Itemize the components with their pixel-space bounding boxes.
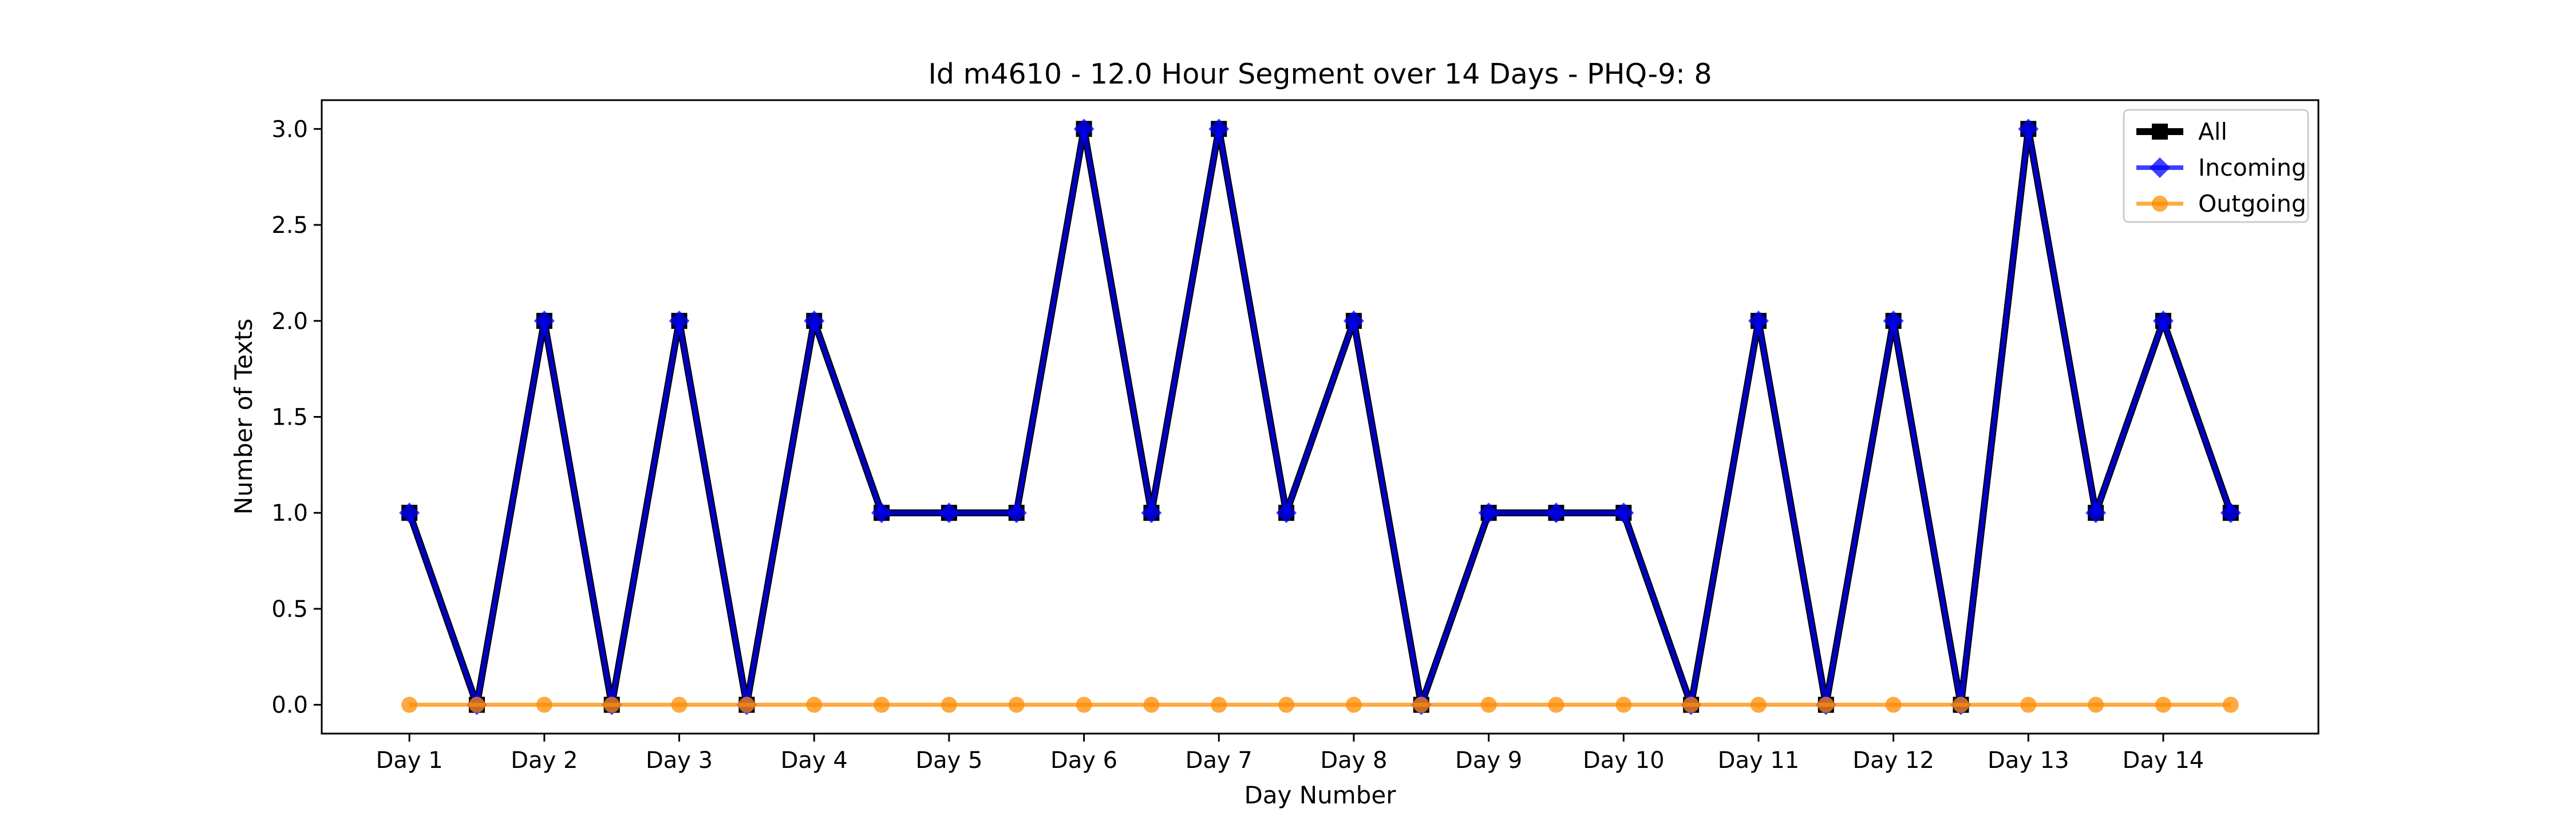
data-point-outgoing [401,696,418,713]
x-tick-label: Day 3 [646,747,713,774]
data-point-incoming [1613,502,1634,524]
data-point-outgoing [1615,696,1632,713]
data-point-outgoing [1278,696,1295,713]
legend-label: Incoming [2198,154,2306,181]
data-point-outgoing [1818,696,1834,713]
data-point-outgoing [1953,696,1969,713]
data-point-incoming [1883,310,1904,331]
data-point-outgoing [1683,696,1700,713]
data-point-outgoing [874,696,890,713]
y-tick-label: 2.0 [271,308,308,335]
legend-swatch-marker [2152,124,2168,140]
data-point-incoming [669,310,690,331]
legend: All Incoming Outgoing [2123,109,2309,223]
data-point-outgoing [469,696,485,713]
legend-item-all: All [2136,118,2227,145]
legend-swatch-marker [2152,196,2168,212]
data-point-outgoing [2088,696,2104,713]
data-point-outgoing [738,696,755,713]
data-point-outgoing [2222,696,2239,713]
data-point-outgoing [671,696,688,713]
y-tick-label: 1.0 [271,500,308,526]
data-point-incoming [871,502,892,524]
data-point-incoming [1141,502,1162,524]
data-point-incoming [1343,310,1364,331]
data-point-outgoing [2155,696,2171,713]
y-axis: 0.0 0.5 1.0 1.5 2.0 2.5 3.0 [271,116,322,719]
data-point-outgoing [603,696,620,713]
data-point-incoming [1478,502,1499,524]
data-point-outgoing [1008,696,1025,713]
x-tick-label: Day 7 [1186,747,1253,774]
data-point-outgoing [2020,696,2037,713]
legend-label: Outgoing [2198,190,2306,217]
plot-area [399,118,2241,715]
data-point-incoming [2220,502,2241,524]
x-tick-label: Day 13 [1988,747,2069,774]
data-point-outgoing [1413,696,1429,713]
data-point-incoming [2018,118,2039,140]
x-tick-label: Day 6 [1050,747,1117,774]
x-axis-label: Day Number [1244,781,1396,809]
legend-item-outgoing: Outgoing [2136,190,2306,217]
data-point-incoming [1748,310,1769,331]
x-tick-label: Day 8 [1320,747,1387,774]
y-tick-label: 0.5 [271,596,308,623]
data-point-outgoing [536,696,552,713]
data-point-incoming [1006,502,1027,524]
data-point-outgoing [1548,696,1564,713]
legend-box [2123,109,2309,223]
data-point-outgoing [1211,696,1227,713]
data-point-outgoing [1143,696,1160,713]
data-point-outgoing [1480,696,1497,713]
legend-item-incoming: Incoming [2136,154,2306,181]
data-point-incoming [2152,310,2174,331]
data-point-outgoing [941,696,957,713]
data-point-incoming [2085,502,2107,524]
y-tick-label: 0.0 [271,692,308,719]
data-point-incoming [1276,502,1297,524]
x-axis: Day 1 Day 2 Day 3 Day 4 Day 5 Day 6 Day 7 Day 8… [376,734,2204,774]
legend-label: All [2198,118,2227,145]
data-point-incoming [534,310,555,331]
data-point-outgoing [1076,696,1092,713]
y-tick-label: 3.0 [271,116,308,142]
data-point-incoming [938,502,959,524]
x-tick-label: Day 5 [915,747,982,774]
data-point-outgoing [806,696,823,713]
data-point-incoming [1546,502,1567,524]
y-tick-label: 1.5 [271,405,308,431]
y-tick-label: 2.5 [271,212,308,239]
series-line-incoming [407,126,2233,707]
series-outgoing [401,696,2239,713]
x-tick-label: Day 10 [1583,747,1665,774]
x-tick-label: Day 9 [1455,747,1522,774]
data-point-outgoing [1345,696,1362,713]
data-point-incoming [399,502,420,524]
legend-swatch-marker [2150,157,2170,178]
x-tick-label: Day 12 [1852,747,1934,774]
data-point-incoming [1208,118,1230,140]
x-tick-label: Day 1 [376,747,443,774]
x-tick-label: Day 11 [1718,747,1800,774]
data-point-incoming [804,310,825,331]
y-axis-label: Number of Texts [230,319,258,515]
data-point-outgoing [1750,696,1767,713]
data-point-outgoing [1885,696,1902,713]
x-tick-label: Day 14 [2123,747,2204,774]
x-tick-label: Day 2 [511,747,578,774]
x-tick-label: Day 4 [781,747,848,774]
chart-title: Id m4610 - 12.0 Hour Segment over 14 Day… [928,58,1712,90]
data-point-incoming [1073,118,1095,140]
